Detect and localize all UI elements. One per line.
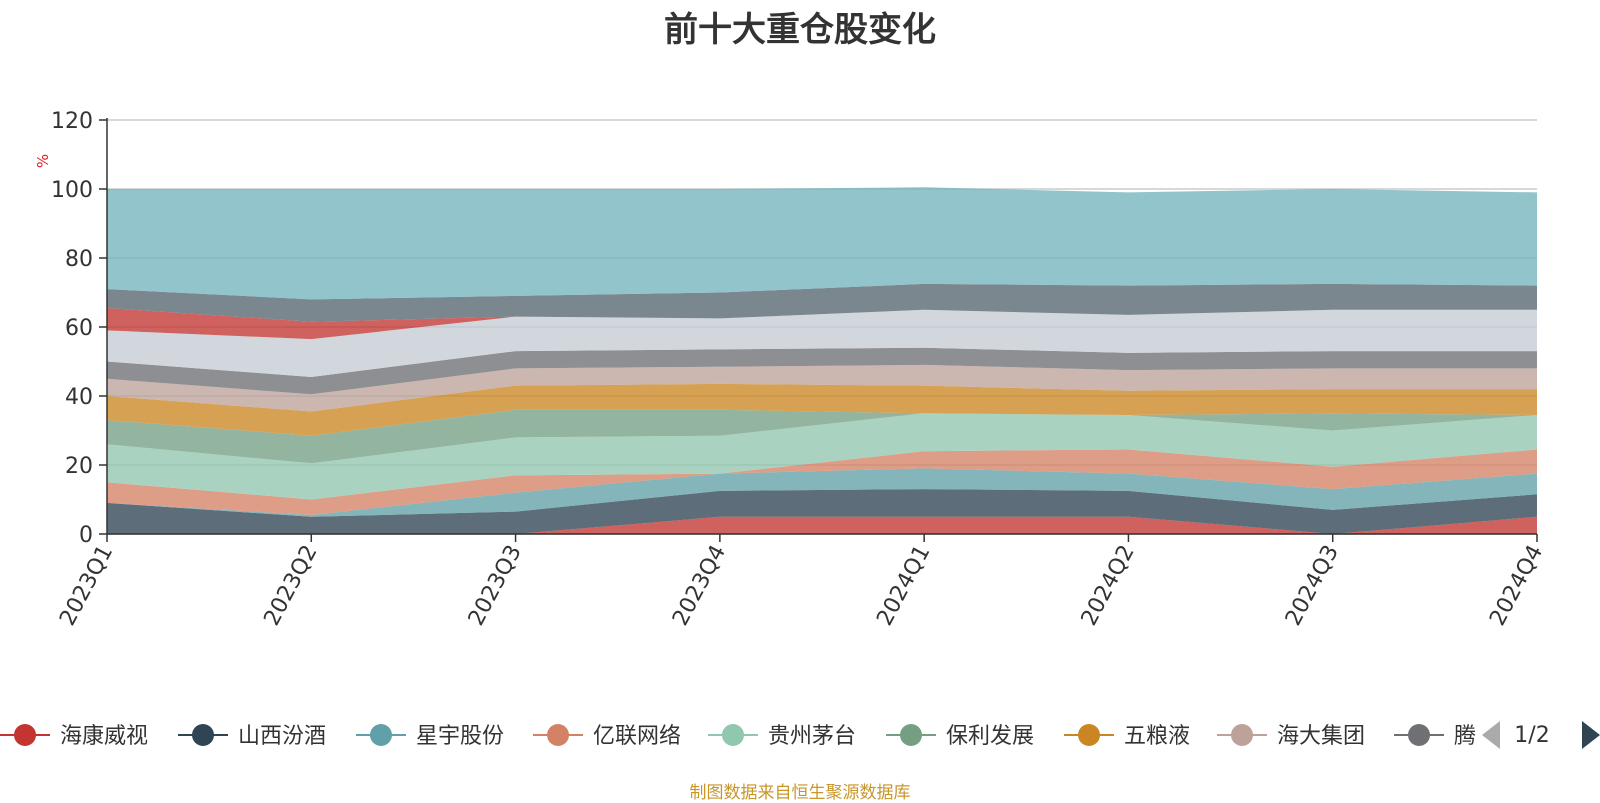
legend-item[interactable]: 五粮液 [1064,724,1190,749]
y-tick-label: 80 [65,247,93,272]
legend-marker [1078,724,1100,746]
y-tick-label: 60 [65,316,93,341]
area-series-海大集团 [107,364,1537,412]
legend: 海康威视 山西汾酒 星宇股份 亿联网络 贵州茅台 保利发展 五粮液 海大集团 腾 1/2 [0,718,1600,752]
area-series-remainder [107,187,1537,300]
legend-page-indicator: 1/2 [1514,723,1549,748]
legend-label: 海大集团 [1277,724,1365,749]
legend-next-page-icon[interactable] [1582,721,1600,749]
x-tick-label: 2024Q4 [1485,541,1548,630]
legend-label: 山西汾酒 [238,724,326,749]
legend-marker [14,724,36,746]
x-tick-label: 2023Q3 [464,541,527,630]
legend-item[interactable]: 贵州茅台 [708,724,856,749]
area-series-top [107,309,1537,377]
area-series [107,187,1537,534]
area-series-保利发展 [107,409,1537,464]
area-series-亿联网络 [107,449,1537,515]
x-tick-label: 2024Q1 [872,541,935,630]
legend-label: 贵州茅台 [768,724,856,749]
legend-marker [192,724,214,746]
legend-label: 星宇股份 [416,724,504,749]
legend-item[interactable]: 保利发展 [886,724,1034,749]
legend-item[interactable]: 星宇股份 [356,724,504,749]
y-tick-label: 0 [79,523,93,548]
area-series-贵州茅台 [107,413,1537,500]
legend-marker [722,724,744,746]
legend-label: 保利发展 [946,724,1034,749]
legend-item[interactable]: 腾 [1394,724,1476,749]
x-tick-label: 2024Q2 [1077,541,1140,630]
y-tick-label: 40 [65,385,93,410]
x-tick-label: 2023Q1 [55,541,118,630]
area-series-海康威视 [107,516,1537,534]
y-tick-label: 20 [65,454,93,479]
area-series-星宇股份 [107,468,1537,517]
legend-item[interactable]: 亿联网络 [533,724,681,749]
x-tick-label: 2023Q4 [668,541,731,630]
y-tick-label: 120 [51,109,93,134]
legend-marker [547,724,569,746]
area-series-腾讯控股 [107,347,1537,395]
area-series-其他 [107,283,1537,322]
area-series-海康威视 [107,308,1537,340]
x-tick-label: 2023Q2 [260,541,323,630]
legend-item[interactable]: 海康威视 [0,724,148,749]
legend-item[interactable]: 海大集团 [1217,724,1365,749]
x-tick-label: 2024Q3 [1281,541,1344,630]
area-series-五粮液 [107,383,1537,436]
legend-prev-page-icon[interactable] [1482,721,1500,749]
legend-marker [1231,724,1253,746]
legend-item[interactable]: 山西汾酒 [178,724,326,749]
legend-label: 腾 [1454,724,1476,749]
legend-marker [1408,724,1430,746]
y-axis-label: % [34,154,52,168]
source-note: 制图数据来自恒生聚源数据库 [689,783,911,803]
y-tick-label: 100 [51,178,93,203]
legend-label: 五粮液 [1124,724,1190,749]
legend-marker [370,724,392,746]
legend-label: 亿联网络 [593,724,681,749]
legend-marker [900,724,922,746]
legend-items: 海康威视 山西汾酒 星宇股份 亿联网络 贵州茅台 保利发展 五粮液 海大集团 腾 [0,724,1476,749]
area-series-山西汾酒 [107,489,1537,534]
legend-label: 海康威视 [60,724,148,749]
chart-title: 前十大重仓股变化 [664,10,936,50]
